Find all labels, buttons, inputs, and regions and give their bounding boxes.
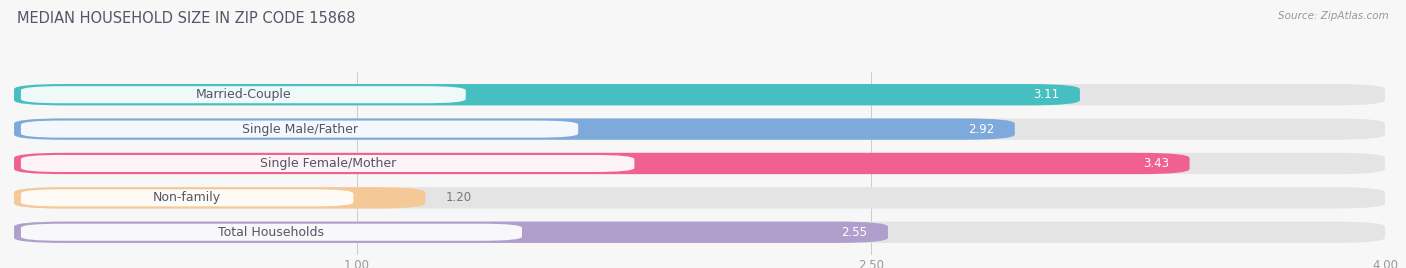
FancyBboxPatch shape	[14, 187, 426, 209]
FancyBboxPatch shape	[14, 84, 1385, 105]
Text: Married-Couple: Married-Couple	[195, 88, 291, 101]
Text: Source: ZipAtlas.com: Source: ZipAtlas.com	[1278, 11, 1389, 21]
FancyBboxPatch shape	[14, 118, 1385, 140]
FancyBboxPatch shape	[14, 153, 1189, 174]
FancyBboxPatch shape	[14, 84, 1080, 105]
FancyBboxPatch shape	[14, 222, 889, 243]
FancyBboxPatch shape	[14, 153, 1385, 174]
FancyBboxPatch shape	[21, 155, 634, 172]
Text: Single Male/Father: Single Male/Father	[242, 122, 357, 136]
Text: Non-family: Non-family	[153, 191, 221, 204]
Text: 2.92: 2.92	[967, 122, 994, 136]
FancyBboxPatch shape	[14, 187, 1385, 209]
FancyBboxPatch shape	[14, 222, 1385, 243]
Text: 1.20: 1.20	[446, 191, 472, 204]
Text: 2.55: 2.55	[841, 226, 868, 239]
FancyBboxPatch shape	[21, 189, 353, 206]
FancyBboxPatch shape	[14, 118, 1015, 140]
Text: MEDIAN HOUSEHOLD SIZE IN ZIP CODE 15868: MEDIAN HOUSEHOLD SIZE IN ZIP CODE 15868	[17, 11, 356, 26]
Text: 3.43: 3.43	[1143, 157, 1168, 170]
FancyBboxPatch shape	[21, 224, 522, 241]
Text: Total Households: Total Households	[218, 226, 325, 239]
FancyBboxPatch shape	[21, 121, 578, 138]
Text: 3.11: 3.11	[1033, 88, 1059, 101]
Text: Single Female/Mother: Single Female/Mother	[260, 157, 395, 170]
FancyBboxPatch shape	[21, 86, 465, 103]
